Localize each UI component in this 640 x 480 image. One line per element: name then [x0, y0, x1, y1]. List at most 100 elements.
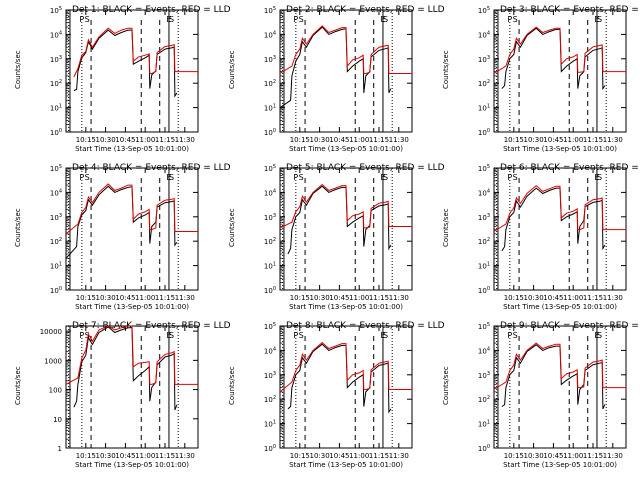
y-tick-label: 105 — [50, 164, 62, 173]
y-tick-label: 101 — [264, 262, 276, 271]
annotation-mark: P — [507, 15, 512, 24]
series-line-lld — [493, 342, 626, 390]
y-tick-label: 10000 — [40, 328, 62, 336]
x-axis-label: Start Time (13-Sep-05 10:01:00) — [503, 461, 617, 469]
annotation-mark: E — [380, 331, 385, 340]
x-tick-label: 11:00 — [349, 136, 369, 144]
series-line-events — [501, 187, 606, 252]
annotation-mark: S — [169, 331, 174, 340]
annotation-mark: S — [597, 331, 602, 340]
y-tick-label: 101 — [50, 262, 62, 271]
y-axis-label: Counts/sec — [228, 208, 236, 247]
y-tick-label: 101 — [264, 420, 276, 429]
annotation-mark: S — [513, 331, 518, 340]
y-tick-label: 100 — [478, 286, 490, 295]
annotation-mark: S — [383, 173, 388, 182]
x-tick-label: 11:30 — [603, 136, 623, 144]
y-tick-label: 104 — [50, 188, 62, 197]
x-tick-label: 11:15 — [155, 136, 175, 144]
y-tick-label: 101 — [478, 262, 490, 271]
panel-title: Det 5: BLACK = Events, RED = LLD — [286, 163, 445, 173]
x-tick-label: 10:15 — [504, 136, 524, 144]
chart-panel-6: Det 6: BLACK = Events, RED = LLD Counts/s… — [442, 163, 640, 311]
series-line-events — [73, 29, 178, 98]
x-tick-label: 10:15 — [76, 294, 96, 302]
annotation-mark: S — [85, 15, 90, 24]
y-tick-label: 100 — [478, 444, 490, 453]
series-line-events — [287, 343, 392, 414]
y-tick-label: 102 — [478, 395, 490, 404]
x-tick-label: 10:45 — [329, 452, 349, 460]
series-line-events — [287, 185, 392, 255]
x-tick-label: 10:30 — [96, 452, 116, 460]
x-tick-label: 10:45 — [115, 294, 135, 302]
x-axis-label: Start Time (13-Sep-05 10:01:00) — [289, 303, 403, 311]
x-tick-label: 11:15 — [583, 136, 603, 144]
y-tick-label: 103 — [478, 371, 490, 380]
x-tick-label: 11:15 — [369, 294, 389, 302]
x-tick-label: 11:15 — [155, 294, 175, 302]
x-tick-label: 10:15 — [290, 136, 310, 144]
y-tick-label: 103 — [264, 55, 276, 64]
y-axis-label: Counts/sec — [442, 50, 450, 89]
x-tick-label: 10:30 — [310, 136, 330, 144]
series-line-events — [73, 326, 178, 411]
x-tick-label: 11:30 — [389, 452, 409, 460]
x-tick-label: 10:30 — [524, 452, 544, 460]
x-tick-label: 11:15 — [583, 452, 603, 460]
x-tick-label: 11:00 — [563, 136, 583, 144]
annotation-mark: S — [383, 331, 388, 340]
chart-panel-9: Det 9: BLACK = Events, RED = LLD Counts/s… — [442, 321, 640, 469]
chart-panel-8: Det 8: BLACK = Events, RED = LLD Counts/s… — [228, 321, 445, 469]
y-tick-label: 1 — [58, 445, 62, 453]
x-tick-label: 10:45 — [543, 294, 563, 302]
series-line-events — [501, 344, 606, 410]
series-line-events — [65, 185, 178, 259]
x-tick-label: 10:15 — [504, 452, 524, 460]
y-tick-label: 102 — [264, 237, 276, 246]
annotation-mark: P — [293, 173, 298, 182]
y-tick-label: 102 — [264, 395, 276, 404]
x-tick-label: 10:30 — [310, 452, 330, 460]
panel-title: Det 6: BLACK = Events, RED = LLD — [500, 163, 640, 173]
y-tick-label: 1000 — [44, 357, 62, 365]
y-tick-label: 104 — [478, 346, 490, 355]
annotation-mark: S — [597, 15, 602, 24]
x-tick-label: 11:30 — [389, 136, 409, 144]
y-tick-label: 100 — [264, 128, 276, 137]
annotation-mark: S — [85, 173, 90, 182]
y-axis-label: Counts/sec — [14, 50, 22, 89]
y-axis-label: Counts/sec — [14, 366, 22, 405]
y-tick-label: 104 — [264, 188, 276, 197]
x-tick-label: 11:15 — [583, 294, 603, 302]
x-tick-label: 11:00 — [135, 452, 155, 460]
series-line-events — [279, 26, 392, 109]
chart-panel-2: Det 2: BLACK = Events, RED = LLD Counts/s… — [228, 5, 445, 153]
x-tick-label: 10:15 — [76, 136, 96, 144]
x-axis-label: Start Time (13-Sep-05 10:01:00) — [503, 145, 617, 153]
y-tick-label: 104 — [478, 30, 490, 39]
annotation-mark: S — [513, 15, 518, 24]
x-tick-label: 11:00 — [135, 136, 155, 144]
x-tick-label: 11:30 — [175, 294, 195, 302]
x-tick-label: 10:15 — [76, 452, 96, 460]
x-tick-label: 11:00 — [135, 294, 155, 302]
y-tick-label: 105 — [478, 6, 490, 15]
x-tick-label: 11:00 — [563, 452, 583, 460]
x-tick-label: 10:30 — [310, 294, 330, 302]
y-tick-label: 10 — [53, 416, 62, 424]
annotation-mark: E — [166, 331, 171, 340]
annotation-mark: S — [597, 173, 602, 182]
y-tick-label: 105 — [478, 164, 490, 173]
x-axis-label: Start Time (13-Sep-05 10:01:00) — [75, 461, 189, 469]
x-axis-label: Start Time (13-Sep-05 10:01:00) — [75, 145, 189, 153]
plot-frame — [279, 325, 413, 449]
y-tick-label: 105 — [264, 322, 276, 331]
x-tick-label: 10:45 — [543, 452, 563, 460]
panel-title: Det 3: BLACK = Events, RED = LLD — [500, 5, 640, 15]
annotation-mark: S — [299, 15, 304, 24]
y-tick-label: 103 — [264, 371, 276, 380]
y-tick-label: 103 — [50, 55, 62, 64]
x-tick-label: 10:30 — [96, 136, 116, 144]
series-line-lld — [279, 183, 412, 229]
